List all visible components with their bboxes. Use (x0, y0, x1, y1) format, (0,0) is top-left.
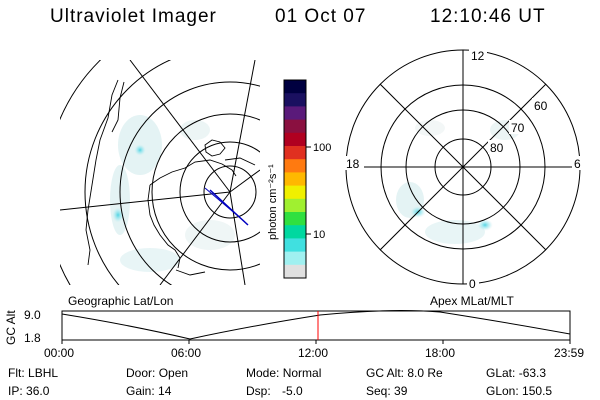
colorbar-cell (284, 119, 306, 134)
observation-time: 12:10:46 UT (430, 6, 546, 27)
glat-label: GLat: (486, 366, 516, 380)
door-readout: Door: Open (126, 366, 188, 380)
timeline-xtick-0000: 00:00 (44, 346, 75, 360)
gc-alt-readout: GC Alt: 8.0 Re (366, 366, 443, 380)
timeline-axis-label: GC Alt (4, 310, 18, 345)
colorbar-cell (284, 251, 306, 266)
glat-readout: GLat: -63.3 (486, 366, 546, 380)
glon-value: 150.5 (522, 384, 553, 398)
mlt-label-12: 12 (471, 49, 485, 63)
mode-label: Mode: (246, 366, 280, 380)
lat-circles (60, 60, 260, 285)
mlt-label-0: 0 (469, 277, 476, 291)
observation-date: 01 Oct 07 (275, 6, 367, 27)
timeline-xtick-1800: 18:00 (425, 346, 456, 360)
ip-label: IP: (8, 384, 23, 398)
aurora-emission (110, 115, 235, 272)
ip-readout: IP: 36.0 (8, 384, 49, 398)
dsp-readout: Dsp: -5.0 (246, 384, 303, 398)
filter-value: LBHL (28, 366, 59, 380)
mlat-label-70: 70 (511, 121, 525, 135)
colorbar-cell (284, 198, 306, 213)
colorbar-cell (284, 159, 306, 173)
colorbar-cell (284, 93, 306, 107)
dsp-value: -5.0 (282, 384, 303, 398)
timeline-xtick-2359: 23:59 (554, 346, 585, 360)
colorbar-cell (284, 172, 306, 187)
colorbar-cells (284, 80, 306, 279)
seq-label: Seq: (366, 384, 391, 398)
filter-readout: Flt: LBHL (8, 366, 58, 380)
mode-readout: Mode: Normal (246, 366, 321, 380)
dsp-label: Dsp: (246, 384, 271, 398)
colorbar: 100 10 photon cm⁻²s⁻¹ (267, 79, 331, 279)
colorbar-cell (284, 212, 306, 226)
ip-value: 36.0 (26, 384, 50, 398)
colorbar-cell (284, 80, 306, 94)
mlat-label-80: 80 (490, 141, 504, 155)
mode-value: Normal (282, 366, 322, 380)
right-map-caption: Apex MLat/MLT (430, 294, 514, 308)
filter-label: Flt: (8, 366, 25, 380)
timeline-ytick-high: 9.0 (24, 308, 41, 322)
colorbar-cell (284, 146, 306, 160)
colorbar-unit-label: photon cm⁻²s⁻¹ (267, 164, 279, 240)
subsatellite-track-2 (204, 187, 246, 223)
gc-alt-value: 8.0 Re (407, 366, 443, 380)
aurora-oval (396, 120, 520, 244)
left-map-caption: Geographic Lat/Lon (68, 294, 174, 308)
mlat-label-60: 60 (534, 99, 548, 113)
timeline-xtick-1200: 12:00 (298, 346, 329, 360)
mlt-lines (346, 50, 580, 284)
colorbar-cell (284, 106, 306, 121)
gain-label: Gain: (126, 384, 155, 398)
colorbar-tick-100: 100 (313, 142, 331, 154)
colorbar-cell (284, 264, 306, 279)
timeline-xtick-0600: 06:00 (171, 346, 202, 360)
glat-value: -63.3 (518, 366, 547, 380)
gc-alt-label: GC Alt: (366, 366, 405, 380)
colorbar-cell (284, 238, 306, 253)
seq-readout: Seq: 39 (366, 384, 407, 398)
altitude-timeline (61, 310, 571, 344)
gain-readout: Gain: 14 (126, 384, 171, 398)
glon-label: GLon: (486, 384, 519, 398)
altitude-curve (61, 310, 571, 340)
colorbar-cell (284, 185, 306, 200)
timeline-ytick-low: 1.8 (24, 331, 41, 345)
colorbar-cell (284, 225, 306, 239)
geographic-map (60, 60, 260, 285)
colorbar-tick-10: 10 (313, 229, 325, 241)
glon-readout: GLon: 150.5 (486, 384, 552, 398)
colorbar-cell (284, 132, 306, 147)
seq-value: 39 (394, 384, 408, 398)
mlt-label-18: 18 (346, 157, 360, 171)
coastlines (85, 79, 256, 276)
door-value: Open (158, 366, 189, 380)
instrument-title: Ultraviolet Imager (50, 6, 217, 27)
gain-value: 14 (158, 384, 172, 398)
mlt-label-6: 6 (574, 157, 581, 171)
door-label: Door: (126, 366, 156, 380)
magnetic-map: 12 18 6 0 60 70 80 (344, 48, 584, 291)
